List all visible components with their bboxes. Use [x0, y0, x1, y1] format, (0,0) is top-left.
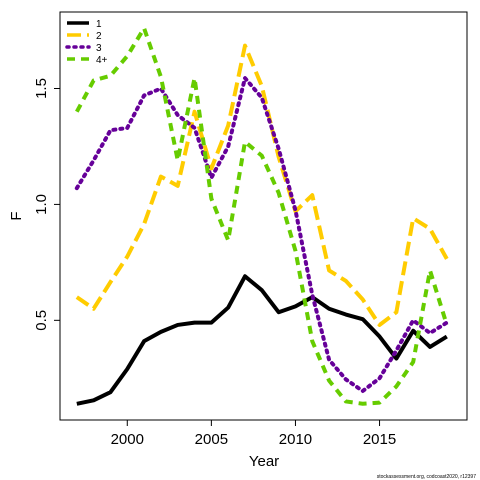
y-axis-label: F	[8, 211, 25, 220]
plot-frame	[59, 11, 468, 421]
legend-label: 2	[96, 31, 102, 42]
x-tick-label: 2010	[279, 431, 312, 448]
y-tick-label: 1.0	[33, 194, 50, 215]
series-line	[75, 43, 449, 327]
legend-label: 4+	[96, 55, 108, 66]
series-line	[76, 274, 448, 406]
series-line	[75, 26, 449, 406]
x-axis-label: Year	[249, 453, 279, 470]
x-tick-label: 2005	[195, 431, 228, 448]
legend-label: 3	[96, 43, 102, 54]
x-tick-label: 2000	[111, 431, 144, 448]
footnote: stockassessment.org, codcoast2020, r1239…	[377, 474, 476, 480]
legend-label: 1	[96, 19, 102, 30]
x-tick-label: 2015	[363, 431, 396, 448]
y-tick-label: 1.5	[33, 78, 50, 99]
y-tick-label: 0.5	[33, 310, 50, 331]
series-line	[74, 76, 449, 394]
